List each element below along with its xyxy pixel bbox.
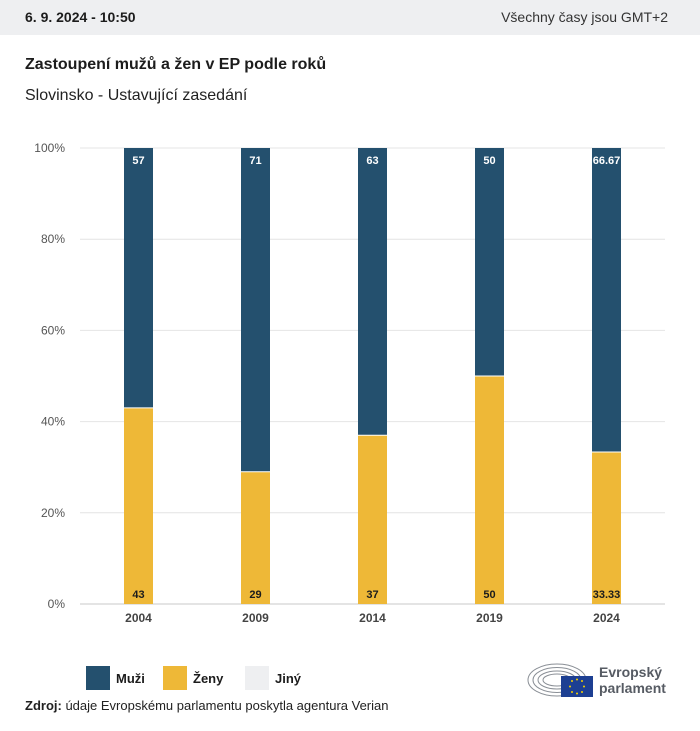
timezone-note: Všechny časy jsou GMT+2: [501, 9, 668, 25]
bar-men: [241, 148, 270, 472]
timestamp: 6. 9. 2024 - 10:50: [25, 9, 136, 25]
x-tick-label: 2009: [242, 611, 269, 625]
source-label: Zdroj:: [25, 698, 62, 713]
logo-line-2: parlament: [599, 680, 666, 696]
bar-men: [124, 148, 153, 408]
data-label-men: 71: [249, 155, 261, 167]
data-label-men: 50: [483, 155, 495, 167]
x-tick-label: 2019: [476, 611, 503, 625]
data-label-women: 29: [249, 589, 261, 601]
x-tick-label: 2004: [125, 611, 152, 625]
source-text: údaje Evropskému parlamentu poskytla age…: [65, 698, 389, 713]
y-tick-label: 0%: [48, 597, 66, 611]
legend-swatch-men: [86, 666, 110, 690]
top-bar: 6. 9. 2024 - 10:50 Všechny časy jsou GMT…: [0, 0, 700, 35]
legend-label-men: Muži: [116, 671, 145, 686]
source-note: Zdroj: údaje Evropskému parlamentu posky…: [25, 698, 388, 713]
y-tick-label: 20%: [41, 506, 65, 520]
y-tick-label: 60%: [41, 323, 65, 337]
y-tick-label: 100%: [34, 141, 65, 155]
ep-logo: Evropský parlament: [527, 658, 687, 700]
bar-women: [241, 471, 270, 604]
stacked-bar-chart: 0% 20% 40% 60% 80% 100% 57 43 2004 71 29 2009 63 37 20…: [34, 141, 665, 625]
bar-women: [592, 452, 621, 604]
data-label-men: 57: [132, 155, 144, 167]
bar-women: [124, 407, 153, 604]
y-tick-label: 40%: [41, 415, 65, 429]
data-label-men: 66.67: [593, 155, 621, 167]
x-tick-label: 2024: [593, 611, 620, 625]
eu-flag-icon: [561, 676, 593, 697]
logo-text: Evropský parlament: [599, 664, 666, 696]
legend-label-other: Jiný: [275, 671, 302, 686]
bar-women: [475, 376, 504, 604]
bar-men: [592, 148, 621, 453]
bar-men: [475, 148, 504, 376]
data-label-women: 43: [132, 589, 144, 601]
bar-women: [358, 435, 387, 604]
x-tick-label: 2014: [359, 611, 386, 625]
data-label-women: 33.33: [593, 589, 621, 601]
legend-label-women: Ženy: [193, 671, 224, 686]
legend-swatch-women: [163, 666, 187, 690]
data-label-women: 37: [366, 589, 378, 601]
data-label-women: 50: [483, 589, 495, 601]
parliament-hemicycle-icon: [527, 663, 593, 697]
chart-title: Zastoupení mužů a žen v EP podle roků: [25, 56, 327, 73]
chart-subtitle: Slovinsko - Ustavující zasedání: [25, 87, 248, 104]
legend-swatch-other: [245, 666, 269, 690]
data-label-men: 63: [366, 155, 378, 167]
bar-men: [358, 148, 387, 436]
y-tick-label: 80%: [41, 232, 65, 246]
logo-line-1: Evropský: [599, 664, 663, 680]
